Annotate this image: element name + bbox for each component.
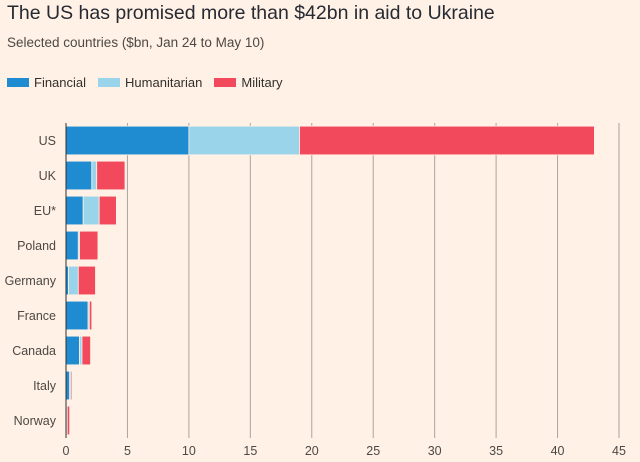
legend-label-humanitarian: Humanitarian [125, 75, 203, 90]
legend-label-military: Military [241, 75, 283, 90]
bar-canada-financial [65, 335, 80, 366]
x-tick-label: 15 [243, 444, 257, 458]
legend-item-financial: Financial [7, 75, 86, 90]
legend-label-financial: Financial [34, 75, 87, 90]
bar-norway-military [66, 405, 71, 436]
bar-uk-financial [65, 160, 93, 191]
x-tick-label: 35 [489, 444, 503, 458]
x-tick-label: 5 [124, 444, 131, 458]
x-tick-label: 45 [612, 444, 626, 458]
bar-france-financial [65, 300, 89, 331]
bar-germany-humanitarian [68, 265, 79, 296]
x-tick-label: 10 [182, 444, 196, 458]
bar-eu-military [98, 195, 117, 226]
chart-subtitle: Selected countries ($bn, Jan 24 to May 1… [7, 35, 265, 50]
bar-eu-financial [65, 195, 84, 226]
chart-legend: Financial Humanitarian Military [7, 75, 295, 90]
bar-germany-military [77, 265, 96, 296]
category-label: Norway [14, 414, 57, 428]
bar-uk-military [96, 160, 126, 191]
x-tick-label: 40 [551, 444, 565, 458]
legend-swatch-humanitarian [98, 78, 121, 87]
x-tick-label: 0 [63, 444, 70, 458]
bar-eu-humanitarian [82, 195, 100, 226]
legend-item-military: Military [214, 75, 283, 90]
bar-france-military [88, 300, 93, 331]
x-tick-label: 30 [428, 444, 442, 458]
bar-us-humanitarian [188, 125, 300, 156]
bar-canada-military [81, 335, 91, 366]
category-label: Canada [12, 344, 56, 358]
bar-poland-financial [65, 230, 79, 261]
bar-poland-military [79, 230, 99, 261]
bar-uk-humanitarian [91, 160, 98, 191]
bar-italy-financial [65, 370, 71, 401]
category-label: Italy [33, 379, 57, 393]
chart-title: The US has promised more than $42bn in a… [7, 2, 495, 24]
category-label: France [17, 309, 56, 323]
legend-item-humanitarian: Humanitarian [98, 75, 202, 90]
x-tick-label: 25 [366, 444, 380, 458]
category-label: Germany [5, 274, 57, 288]
category-label: Poland [17, 239, 56, 253]
x-tick-label: 20 [305, 444, 319, 458]
bar-italy-military [70, 370, 73, 401]
legend-swatch-military [214, 78, 237, 87]
bar-us-financial [65, 125, 190, 156]
category-label: EU* [34, 204, 56, 218]
category-label: UK [39, 169, 57, 183]
category-label: US [39, 134, 56, 148]
legend-swatch-financial [7, 78, 29, 87]
bar-us-military [299, 125, 595, 156]
